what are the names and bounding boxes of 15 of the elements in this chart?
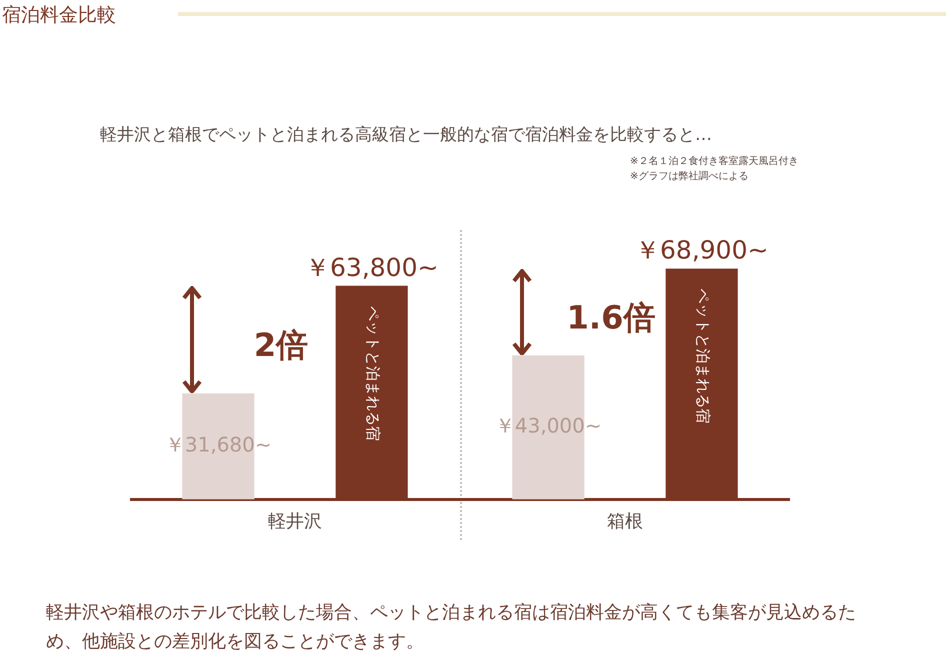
data-label: ￥68,900~	[635, 236, 768, 265]
x-tick-label: 箱根	[607, 510, 643, 532]
series-label: ペットと泊まれる宿	[364, 306, 382, 441]
chart-title: 宿泊料金比較	[2, 3, 116, 28]
annotation: 1.6倍	[566, 298, 656, 336]
x-tick-label: 軽井沢	[268, 510, 322, 532]
text: 軽井沢や箱根のホテルで比較した場合、ペットと泊まれる宿は宿泊料金が高くても集客が見込めるため、他施設との差別化を図ることができます。	[46, 601, 857, 654]
text: ※２名１泊２食付き客室露天風呂付き	[630, 154, 798, 169]
data-label: ￥43,000~	[494, 414, 602, 438]
text: ペットと泊まれる宿	[694, 288, 712, 424]
data-label: ￥31,680~	[164, 432, 272, 457]
chart-subtitle: 軽井沢と箱根でペットと泊まれる高級宿と一般的な宿で宿泊料金を比較すると…	[100, 124, 712, 146]
annotation: 2倍	[254, 326, 308, 364]
data-label: ￥63,800~	[305, 252, 438, 282]
text: ※グラフは弊社調べによる	[630, 170, 750, 184]
